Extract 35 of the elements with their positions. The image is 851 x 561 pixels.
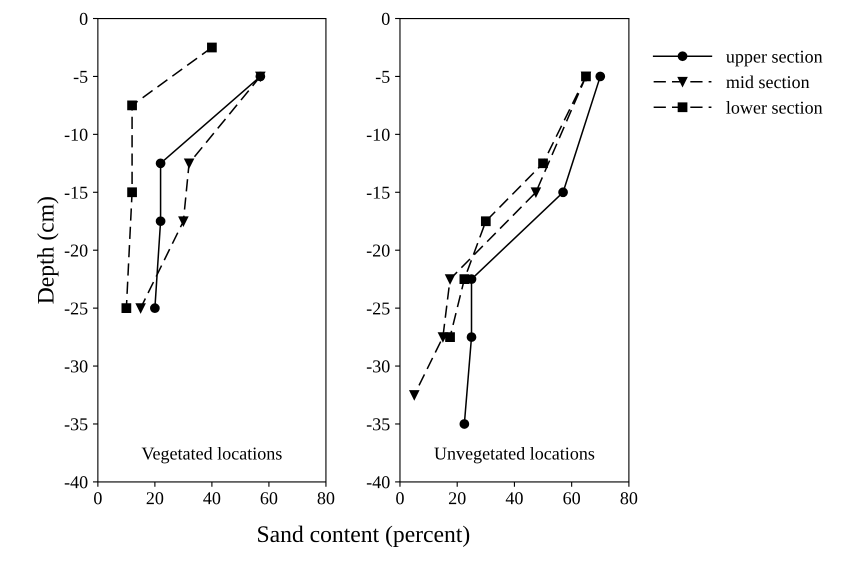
- y-tick-label: -25: [366, 302, 390, 315]
- x-tick-label: 0: [94, 492, 102, 504]
- y-tick-label: -10: [64, 128, 88, 141]
- y-tick-label: 0: [80, 12, 88, 25]
- y-tick-label: -35: [64, 418, 88, 430]
- x-tick-label: 60: [563, 492, 580, 504]
- y-tick-label: -15: [366, 186, 390, 199]
- y-axis-title: Depth (cm): [37, 197, 59, 304]
- x-tick-label: 80: [318, 492, 334, 504]
- x-axis-title: Sand content (percent): [258, 526, 470, 547]
- y-tick-label: -5: [376, 70, 390, 83]
- y-tick-label: -40: [64, 476, 88, 488]
- annotation: Unvegetated locations: [434, 446, 594, 464]
- x-tick-label: 20: [146, 492, 164, 504]
- legend-label: upper section: [726, 50, 822, 66]
- x-tick-label: 40: [203, 492, 220, 504]
- legend-label: mid section: [726, 76, 810, 88]
- y-tick-label: -5: [74, 70, 88, 83]
- y-tick-label: -30: [366, 360, 390, 372]
- y-tick-label: -20: [366, 244, 390, 257]
- y-tick-label: -40: [366, 476, 390, 488]
- x-tick-label: 80: [620, 492, 638, 504]
- x-tick-label: 40: [506, 492, 523, 504]
- y-tick-label: -30: [64, 360, 88, 372]
- legend-label: lower section: [726, 101, 822, 114]
- x-tick-label: 60: [260, 492, 278, 504]
- x-tick-label: 20: [448, 492, 466, 504]
- x-tick-label: 0: [396, 492, 404, 504]
- y-tick-label: -35: [366, 418, 390, 430]
- y-tick-label: 0: [382, 12, 390, 25]
- y-tick-label: -15: [64, 186, 88, 199]
- y-tick-label: -10: [366, 128, 390, 141]
- annotation: Vegetated locations: [142, 446, 282, 464]
- y-tick-label: -25: [64, 302, 88, 315]
- y-tick-label: -20: [64, 244, 88, 257]
